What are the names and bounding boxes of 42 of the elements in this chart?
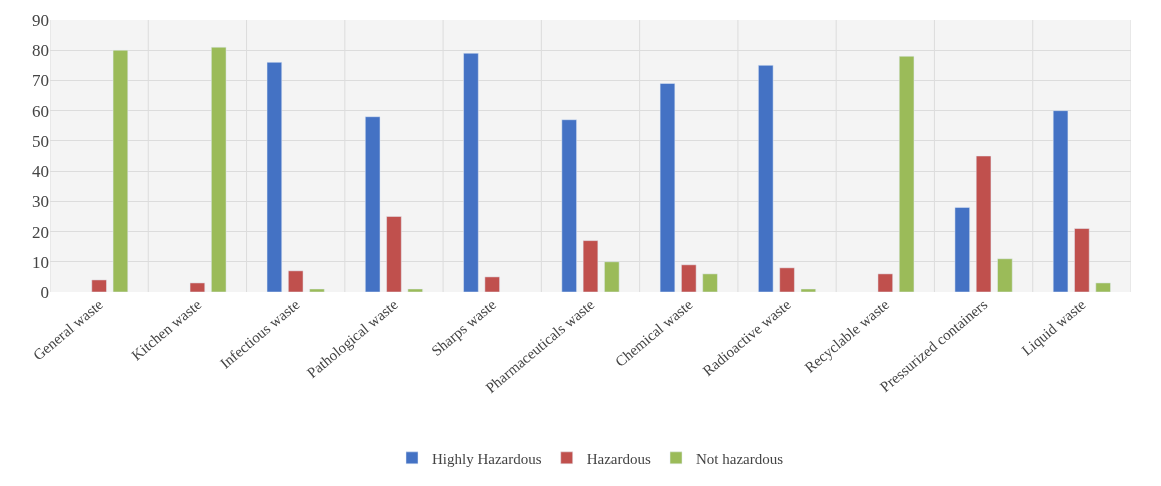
bar — [975, 155, 992, 292]
bar — [702, 273, 718, 292]
y-tick-label: 80 — [32, 41, 49, 61]
bar — [800, 288, 816, 292]
y-tick-label: 60 — [32, 101, 49, 121]
y-tick-label: 20 — [32, 222, 49, 242]
bar — [659, 83, 676, 292]
bar — [561, 119, 577, 292]
bar — [604, 261, 620, 292]
bar — [582, 240, 599, 292]
bar — [266, 62, 283, 292]
y-tick-label: 10 — [32, 252, 49, 272]
y-tick-label: 50 — [32, 131, 49, 151]
bar — [877, 273, 893, 292]
bar — [112, 49, 129, 292]
bar — [288, 270, 304, 292]
bar — [1052, 110, 1069, 292]
bar — [189, 282, 206, 292]
bar — [407, 288, 423, 292]
y-tick-label: 70 — [32, 71, 49, 91]
bar — [758, 65, 774, 292]
bar — [1095, 282, 1111, 292]
bar — [681, 264, 697, 292]
y-tick-label: 90 — [32, 10, 49, 30]
legend-label: Hazardous — [586, 450, 652, 467]
y-tick-label: 30 — [32, 192, 49, 212]
bar — [898, 56, 915, 292]
bar — [211, 46, 227, 292]
bar — [309, 288, 325, 292]
bar — [484, 276, 500, 292]
y-tick-label: 40 — [32, 162, 49, 182]
legend-label: Highly Hazardous — [432, 450, 542, 467]
bar — [1074, 228, 1090, 292]
bar — [91, 279, 107, 292]
bar — [365, 116, 381, 292]
bar — [954, 207, 970, 292]
legend-label: Not hazardous — [696, 450, 784, 467]
bar — [463, 52, 479, 292]
y-tick-label: 0 — [40, 282, 49, 302]
bar — [997, 258, 1013, 292]
bar — [386, 216, 402, 292]
bar — [779, 267, 795, 292]
